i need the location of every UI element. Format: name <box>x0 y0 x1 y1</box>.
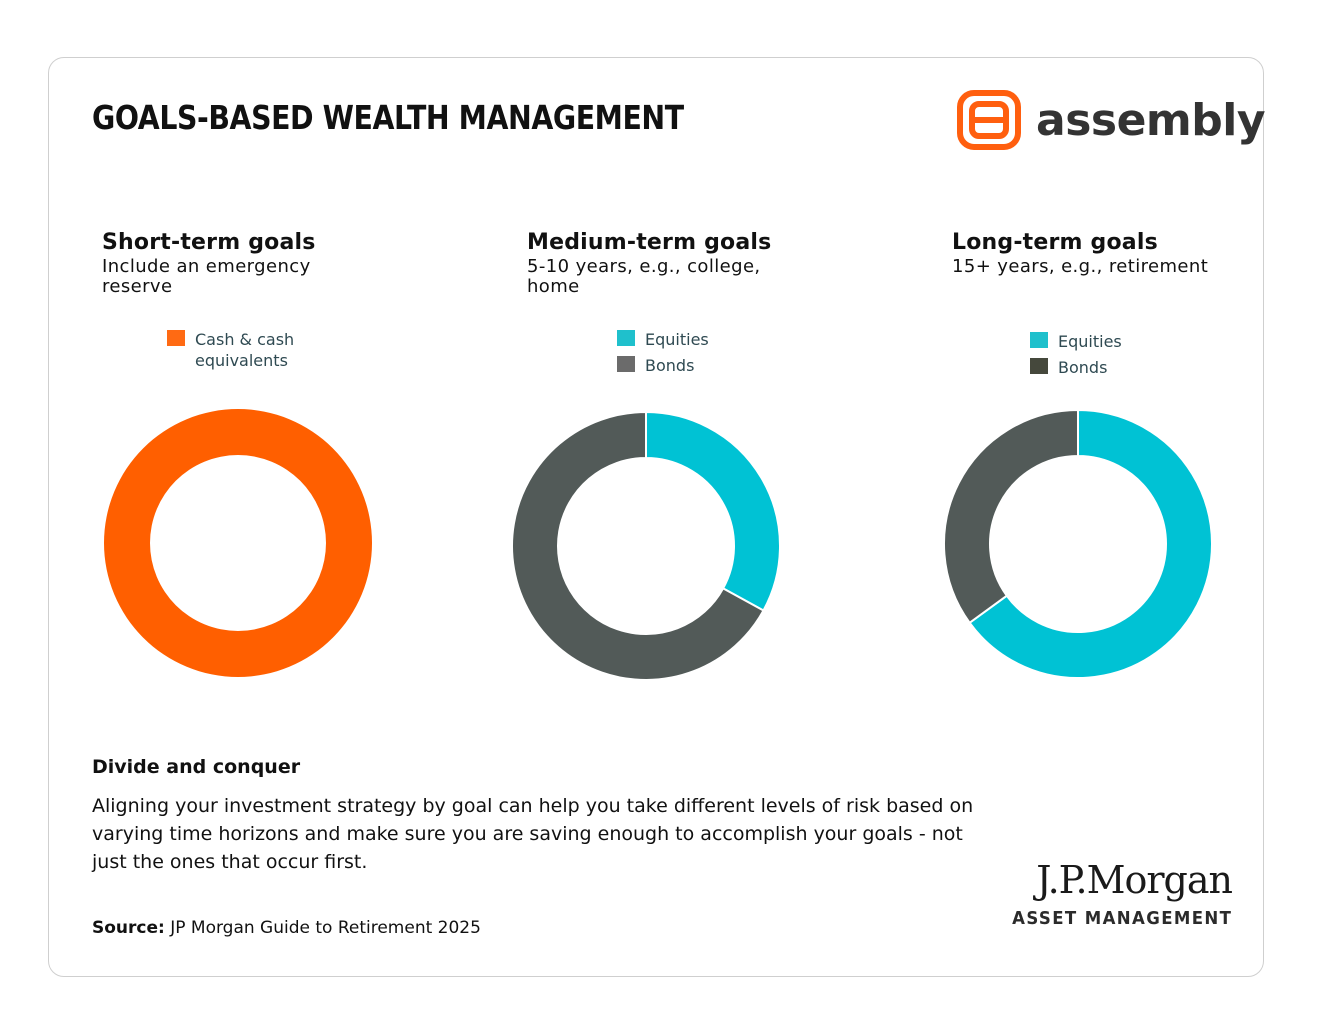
legend-long-term: Equities Bonds <box>1030 331 1122 383</box>
legend-swatch <box>1030 332 1048 348</box>
source-text: JP Morgan Guide to Retirement 2025 <box>164 918 481 938</box>
legend-swatch <box>1030 358 1048 374</box>
assembly-logo-icon <box>957 90 1021 150</box>
legend-item-bonds: Bonds <box>1030 357 1122 383</box>
donut-slice-cash-cash-equivalents <box>104 409 372 677</box>
goal-medium-term: Medium-term goals 5-10 years, e.g., coll… <box>527 230 847 297</box>
assembly-brand: assembly <box>956 88 1266 152</box>
legend-short-term: Cash & cash equivalents <box>167 329 317 373</box>
goal-title: Short-term goals <box>102 230 316 255</box>
legend-swatch <box>167 330 185 346</box>
source-line: Source: JP Morgan Guide to Retirement 20… <box>92 918 481 938</box>
donut-slice-bonds <box>943 409 1079 625</box>
donut-chart-long-term <box>943 409 1213 679</box>
donut-chart-short-term <box>104 409 372 677</box>
legend-item-equities: Equities <box>1030 331 1122 357</box>
legend-item-cash: Cash & cash equivalents <box>167 329 317 373</box>
donut-slice-equities <box>968 409 1213 679</box>
partner-name: J.P.Morgan <box>1036 858 1233 902</box>
legend-item-bonds: Bonds <box>617 355 709 381</box>
page-title: GOALS-BASED WEALTH MANAGEMENT <box>92 98 684 137</box>
donut-slice-bonds <box>511 411 765 681</box>
goal-subtitle: 15+ years, e.g., retirement <box>952 256 1209 277</box>
source-label: Source: <box>92 918 165 938</box>
goal-subtitle: Include an emergency reserve <box>102 256 311 297</box>
legend-swatch <box>617 356 635 372</box>
body-text: Aligning your investment strategy by goa… <box>92 795 974 873</box>
goal-title: Long-term goals <box>952 230 1158 255</box>
legend-swatch <box>617 330 635 346</box>
legend-label: Cash & cash equivalents <box>195 330 295 370</box>
legend-label: Bonds <box>645 356 695 375</box>
goal-long-term: Long-term goals 15+ years, e.g., retirem… <box>952 230 1272 277</box>
brand-name: assembly <box>1036 94 1266 146</box>
donut-chart-medium-term <box>511 411 781 681</box>
donut-slice-equities <box>645 411 781 612</box>
legend-label: Equities <box>1058 332 1122 351</box>
jpmorgan-logo: J.P.Morgan ASSET MANAGEMENT <box>993 858 1233 929</box>
legend-item-equities: Equities <box>617 329 709 355</box>
section-heading: Divide and conquer <box>92 756 301 778</box>
legend-label: Equities <box>645 330 709 349</box>
partner-subtitle: ASSET MANAGEMENT <box>1011 908 1232 929</box>
legend-label: Bonds <box>1058 358 1108 377</box>
legend-medium-term: Equities Bonds <box>617 329 709 381</box>
goal-title: Medium-term goals <box>527 230 772 255</box>
infographic-card <box>48 57 1264 977</box>
goal-short-term: Short-term goals Include an emergency re… <box>102 230 422 297</box>
goal-subtitle: 5-10 years, e.g., college, home <box>527 256 761 297</box>
